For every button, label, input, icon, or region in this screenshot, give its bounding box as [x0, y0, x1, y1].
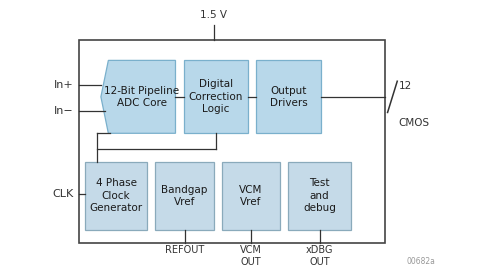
Text: 1.5 V: 1.5 V	[200, 10, 228, 20]
Text: CMOS: CMOS	[399, 118, 430, 128]
Text: In−: In−	[54, 106, 74, 116]
Text: CLK: CLK	[53, 189, 74, 199]
Text: 12: 12	[399, 81, 412, 91]
Text: Bandgap
Vref: Bandgap Vref	[161, 184, 208, 207]
Text: Test
and
debug: Test and debug	[303, 178, 336, 213]
Text: In+: In+	[54, 80, 74, 90]
Bar	[256, 60, 321, 133]
Text: Digital
Correction
Logic: Digital Correction Logic	[189, 79, 243, 114]
Bar	[79, 40, 385, 243]
Text: 12-Bit Pipeline
ADC Core: 12-Bit Pipeline ADC Core	[104, 86, 180, 108]
Bar	[85, 162, 147, 230]
Text: xDBG
OUT: xDBG OUT	[306, 245, 333, 267]
Bar	[156, 162, 214, 230]
Text: VCM
OUT: VCM OUT	[240, 245, 262, 267]
Polygon shape	[101, 60, 176, 133]
Text: REFOUT: REFOUT	[165, 245, 204, 255]
Text: VCM
Vref: VCM Vref	[240, 184, 263, 207]
Text: 00682a: 00682a	[407, 257, 435, 266]
Text: 4 Phase
Clock
Generator: 4 Phase Clock Generator	[89, 178, 143, 213]
Bar	[183, 60, 248, 133]
Text: Output
Drivers: Output Drivers	[269, 86, 307, 108]
Bar	[288, 162, 351, 230]
Bar	[222, 162, 280, 230]
